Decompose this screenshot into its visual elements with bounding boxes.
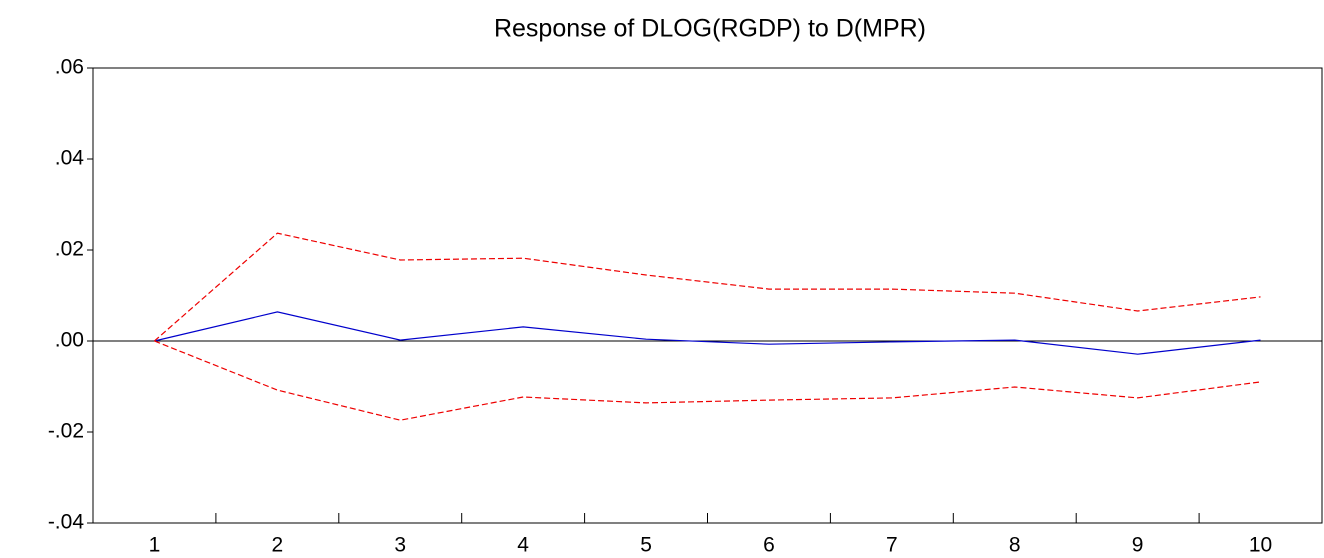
x-tick-label: 2 <box>272 534 284 557</box>
x-tick-label: 6 <box>763 534 775 557</box>
y-tick-label: -.04 <box>48 511 85 534</box>
series-line <box>154 232 1261 342</box>
series-line <box>154 311 1261 355</box>
y-tick-label: .06 <box>55 56 84 79</box>
x-tick-label: 1 <box>149 534 161 557</box>
x-tick-label: 7 <box>886 534 898 557</box>
chart-title: Response of DLOG(RGDP) to D(MPR) <box>494 15 926 43</box>
x-tick-label: 9 <box>1132 534 1144 557</box>
x-tick-label: 8 <box>1009 534 1021 557</box>
y-tick-label: .00 <box>55 329 84 352</box>
plot-frame <box>92 67 1323 524</box>
x-tick-label: 10 <box>1249 534 1272 557</box>
y-tick-label: .02 <box>55 238 84 261</box>
y-tick-label: .04 <box>55 147 85 170</box>
x-tick-label: 4 <box>517 534 529 557</box>
x-tick-label: 3 <box>394 534 406 557</box>
y-tick-label: -.02 <box>48 420 84 443</box>
x-tick-label: 5 <box>640 534 652 557</box>
series-line <box>154 340 1261 421</box>
